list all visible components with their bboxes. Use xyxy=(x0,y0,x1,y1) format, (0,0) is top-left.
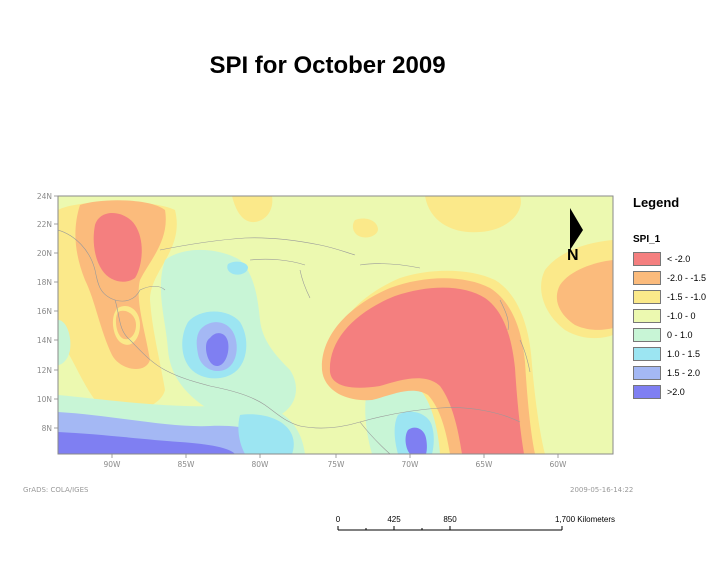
zone-lt-m2-east xyxy=(329,287,524,454)
legend-item: -2.0 - -1.5 xyxy=(633,268,710,287)
latitude-label: 16N xyxy=(37,307,52,316)
longitude-label: 60W xyxy=(550,460,568,469)
zone-p0-1-left xyxy=(58,320,71,365)
legend-label: -1.0 - 0 xyxy=(667,310,696,321)
zone-m15-m1-top xyxy=(232,196,273,223)
legend-swatch xyxy=(633,270,661,285)
legend-swatch xyxy=(633,365,661,380)
zone-gt-2-center xyxy=(206,333,229,367)
zone-m2-m15-left-b xyxy=(115,310,136,340)
zone-lt-m2 xyxy=(93,212,142,282)
legend-items: < -2.0 -2.0 - -1.5 -1.5 - -1.0 -1.0 - 0 0 - … xyxy=(633,249,710,401)
latitude-label: 18N xyxy=(37,278,52,287)
longitude-label: 80W xyxy=(252,460,270,469)
scale-label-850: 850 xyxy=(443,515,457,524)
latitude-label: 12N xyxy=(37,366,52,375)
map-frame xyxy=(57,195,614,455)
legend-layer-name: SPI_1 xyxy=(633,234,661,245)
legend-label: 0 - 1.0 xyxy=(667,329,693,340)
legend-swatch xyxy=(633,384,661,399)
legend-item: 0 - 1.0 xyxy=(633,325,710,344)
latitude-label: 20N xyxy=(37,249,52,258)
longitude-label: 65W xyxy=(476,460,494,469)
legend-item: >2.0 xyxy=(633,382,710,401)
zone-gt-2-bottom-center xyxy=(405,427,427,454)
zone-p1-15-small xyxy=(227,261,248,275)
legend-item: < -2.0 xyxy=(633,249,710,268)
north-label: N xyxy=(567,247,579,264)
coastlines xyxy=(58,229,531,454)
longitude-label: 75W xyxy=(328,460,346,469)
scale-bar: 0 425 850 1,700 Kilometers xyxy=(336,515,615,531)
longitude-label: 85W xyxy=(178,460,196,469)
scale-label-425: 425 xyxy=(387,515,401,524)
map-title: SPI for October 2009 xyxy=(209,52,446,79)
latitude-label: 14N xyxy=(37,336,52,345)
legend-swatch xyxy=(633,308,661,323)
latitude-label: 8N xyxy=(42,424,52,433)
spi-map: 24N 22N 20N 18N 16N 14N 12N 10N 8N 90W 85W 80W 75W 7… xyxy=(37,192,614,469)
latitude-label: 22N xyxy=(37,220,52,229)
legend-item: -1.0 - 0 xyxy=(633,306,710,325)
legend-label: < -2.0 xyxy=(667,253,691,264)
legend-item: 1.0 - 1.5 xyxy=(633,344,710,363)
latitude-ticks: 24N 22N 20N 18N 16N 14N 12N 10N 8N xyxy=(37,192,58,433)
credit-right: 2009-05-16-14:22 xyxy=(570,486,634,494)
legend-label: >2.0 xyxy=(667,386,685,397)
zone-gt-2-bottom xyxy=(58,432,235,454)
legend-swatch xyxy=(633,346,661,361)
legend-label: 1.5 - 2.0 xyxy=(667,367,701,378)
longitude-ticks: 90W 85W 80W 75W 70W 65W 60W xyxy=(104,454,568,469)
zone-m2-m15-right xyxy=(556,260,613,330)
zone-p1-15-bottom xyxy=(238,414,294,454)
spi-contours xyxy=(58,196,613,454)
legend-label: 1.0 - 1.5 xyxy=(667,348,701,359)
legend-swatch xyxy=(633,327,661,342)
zone-m15-m1-top2 xyxy=(352,218,378,238)
legend-swatch xyxy=(633,289,661,304)
legend-item: -1.5 - -1.0 xyxy=(633,287,710,306)
legend-item: 1.5 - 2.0 xyxy=(633,363,710,382)
legend-title: Legend xyxy=(633,195,680,210)
latitude-label: 10N xyxy=(37,395,52,404)
legend-label: -2.0 - -1.5 xyxy=(667,272,707,283)
legend-label: -1.5 - -1.0 xyxy=(667,291,707,302)
scale-label-1700: 1,700 Kilometers xyxy=(555,515,615,524)
credit-left: GrADS: COLA/IGES xyxy=(23,486,89,494)
legend: Legend SPI_1 < -2.0 -2.0 - -1.5 -1.5 - -1.… xyxy=(633,195,710,401)
legend-swatch xyxy=(633,251,661,266)
scale-label-0: 0 xyxy=(336,515,341,524)
zone-m15-m1-topright xyxy=(425,196,521,233)
longitude-label: 70W xyxy=(402,460,420,469)
latitude-label: 24N xyxy=(37,192,52,201)
north-arrow-icon: N xyxy=(567,208,583,264)
longitude-label: 90W xyxy=(104,460,122,469)
